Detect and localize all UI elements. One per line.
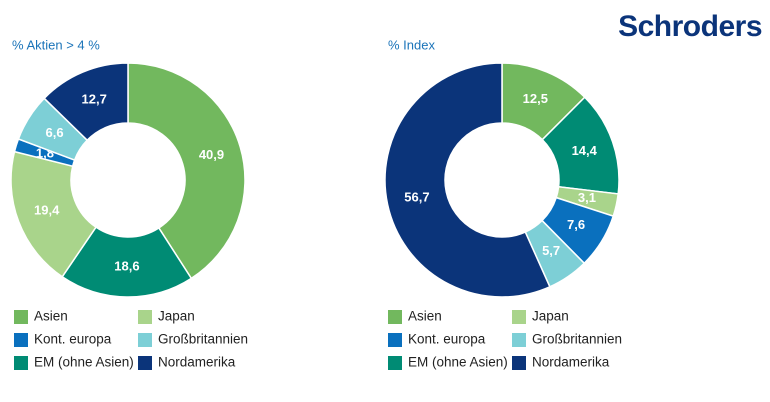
legend-swatch [388, 356, 402, 370]
legend-label: Japan [532, 309, 569, 324]
data-label: 14,4 [572, 143, 598, 158]
donut-segment [43, 62, 129, 142]
chart-title: % Index [388, 37, 435, 52]
legend-swatch [512, 356, 526, 370]
legend-swatch [388, 333, 402, 347]
legend-swatch [512, 310, 526, 324]
legend-swatch [14, 356, 28, 370]
data-label: 12,5 [523, 91, 548, 106]
legend-swatch [14, 333, 28, 347]
data-label: 18,6 [114, 258, 139, 273]
chart-title: % Aktien > 4 % [12, 37, 100, 52]
brand-logo: Schroders [618, 10, 762, 43]
legend-label: Großbritannien [158, 332, 248, 347]
legend-label: Kont. europa [34, 332, 112, 347]
donut-segment [61, 226, 193, 298]
legend-label: Japan [158, 309, 195, 324]
data-label: 19,4 [34, 202, 60, 217]
data-label: 40,9 [199, 147, 224, 162]
legend-swatch [138, 310, 152, 324]
legend-swatch [512, 333, 526, 347]
data-label: 6,6 [46, 125, 64, 140]
legend-swatch [138, 356, 152, 370]
legend-label: Asien [408, 309, 442, 324]
legend-swatch [138, 333, 152, 347]
legend-label: Asien [34, 309, 68, 324]
legend-label: Kont. europa [408, 332, 486, 347]
data-label: 56,7 [404, 190, 429, 205]
legend-label: Großbritannien [532, 332, 622, 347]
data-label: 5,7 [542, 243, 560, 258]
legend-label: Nordamerika [532, 355, 610, 370]
data-label: 12,7 [82, 91, 107, 106]
donut-segment [127, 62, 246, 280]
data-label: 3,1 [578, 190, 596, 205]
data-label: 7,6 [567, 217, 585, 232]
legend-label: EM (ohne Asien) [408, 355, 508, 370]
legend-label: Nordamerika [158, 355, 236, 370]
legend-swatch [14, 310, 28, 324]
legend-label: EM (ohne Asien) [34, 355, 134, 370]
donut-segment [384, 62, 551, 298]
legend-swatch [388, 310, 402, 324]
